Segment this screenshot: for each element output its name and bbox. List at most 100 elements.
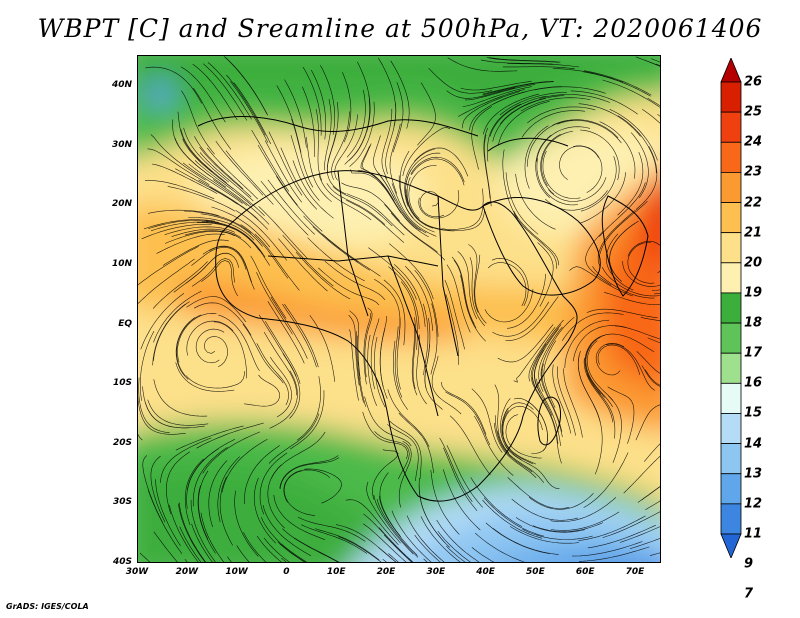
streamline <box>147 148 210 185</box>
streamline <box>390 212 446 261</box>
streamline <box>180 66 226 123</box>
streamline <box>623 455 660 494</box>
streamline <box>406 515 445 562</box>
streamline <box>609 109 658 161</box>
streamline <box>537 242 554 307</box>
streamline <box>538 326 563 392</box>
streamline <box>536 158 579 206</box>
streamline <box>597 344 641 375</box>
streamline <box>199 146 252 198</box>
streamline <box>393 340 408 410</box>
lon-tick-label: 0 <box>283 567 290 577</box>
streamline <box>499 92 567 116</box>
streamline <box>234 490 259 557</box>
colorbar-swatch <box>720 111 742 143</box>
streamline <box>414 270 439 337</box>
streamline <box>175 168 238 205</box>
colorbar-tick-label: 18 <box>744 315 763 331</box>
streamline <box>389 420 422 479</box>
streamline <box>627 242 655 284</box>
streamline <box>604 292 660 306</box>
streamline <box>480 59 553 65</box>
streamline <box>346 90 366 158</box>
streamline <box>207 62 252 120</box>
streamline <box>379 315 388 388</box>
colorbar-swatch <box>720 533 742 558</box>
streamline <box>370 318 380 390</box>
streamline <box>176 314 201 376</box>
streamline <box>657 113 660 117</box>
lon-tick-label: 60E <box>575 567 595 577</box>
lon-tick-label: 70E <box>625 567 645 577</box>
streamline <box>201 260 238 297</box>
streamline <box>583 357 614 423</box>
streamline <box>304 468 342 504</box>
streamline <box>411 158 465 186</box>
streamline <box>282 303 317 368</box>
streamline <box>264 320 301 384</box>
streamline <box>460 80 532 91</box>
streamline <box>145 66 203 104</box>
streamline <box>436 519 480 562</box>
streamline <box>550 511 620 531</box>
streamline <box>474 254 487 324</box>
streamline <box>198 179 259 220</box>
streamline <box>515 517 585 533</box>
streamline <box>227 556 232 562</box>
streamline <box>464 84 536 101</box>
streamline <box>349 310 361 380</box>
streamline <box>542 150 581 199</box>
streamline <box>538 395 562 464</box>
streamline <box>655 63 660 66</box>
streamline <box>630 132 649 199</box>
streamline <box>276 176 323 232</box>
streamline <box>183 127 230 183</box>
streamline <box>502 149 519 219</box>
streamline <box>445 391 491 446</box>
streamline <box>318 267 380 306</box>
streamline <box>326 131 347 195</box>
streamline <box>470 477 523 527</box>
streamline <box>139 552 151 562</box>
streamline <box>139 331 155 401</box>
colorbar-tick-label: 16 <box>744 375 763 391</box>
lat-tick-label: 10N <box>111 258 132 269</box>
streamline <box>471 388 503 453</box>
streamline <box>462 86 532 107</box>
streamline <box>236 545 250 562</box>
streamline <box>250 255 287 319</box>
streamline <box>475 532 525 562</box>
streamline <box>244 374 281 407</box>
streamline <box>213 321 247 379</box>
streamline <box>144 180 215 200</box>
streamline <box>643 59 660 67</box>
streamline <box>447 57 518 72</box>
streamline <box>169 504 199 562</box>
streamline <box>583 452 629 508</box>
streamline <box>446 445 483 508</box>
streamline <box>175 425 244 451</box>
streamline <box>268 131 303 196</box>
streamline <box>153 290 202 343</box>
streamline <box>451 256 475 325</box>
colorbar-tick-label: 14 <box>744 436 763 452</box>
streamline <box>314 528 380 561</box>
streamline <box>564 319 610 369</box>
streamline <box>505 296 559 341</box>
streamline <box>160 437 212 483</box>
streamline <box>312 226 370 271</box>
streamline <box>444 279 465 350</box>
colorbar-swatch <box>720 81 742 113</box>
streamline <box>585 344 613 408</box>
streamline <box>536 126 591 163</box>
streamline <box>296 376 321 441</box>
streamline <box>505 172 539 235</box>
streamline <box>520 97 591 112</box>
streamline <box>414 534 441 562</box>
streamline <box>579 172 626 224</box>
streamlines <box>138 56 660 562</box>
streamline <box>394 326 403 398</box>
streamline <box>446 545 466 562</box>
streamline <box>527 106 596 124</box>
streamline <box>147 399 209 426</box>
